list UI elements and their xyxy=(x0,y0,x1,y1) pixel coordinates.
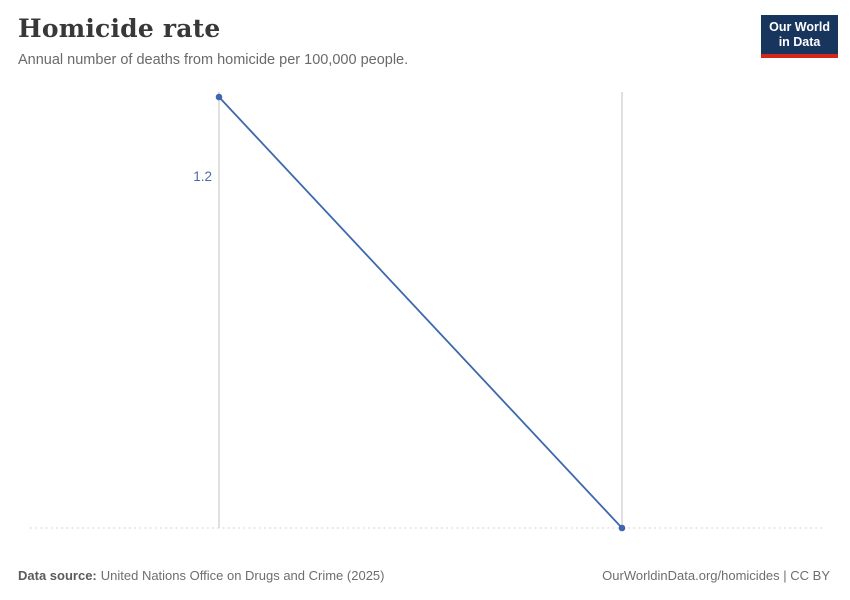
footer-data-source: Data source: United Nations Office on Dru… xyxy=(18,568,384,583)
page-subtitle: Annual number of deaths from homicide pe… xyxy=(18,52,409,68)
chart-plot-svg xyxy=(30,92,826,532)
series-start-value-label: 1.2 xyxy=(193,169,212,184)
data-source-prefix: Data source: xyxy=(18,568,97,583)
footer-credit-link[interactable]: OurWorldinData.org/homicides | CC BY xyxy=(602,568,830,583)
page-title: Homicide rate xyxy=(18,14,221,43)
data-source-text: United Nations Office on Drugs and Crime… xyxy=(100,568,385,583)
chart-plot-area: 0 2008 2019 1.2 Isle of Man0 xyxy=(0,80,850,560)
owid-logo-text-line2: in Data xyxy=(778,35,821,49)
owid-logo-text-line1: Our World xyxy=(769,20,830,34)
owid-logo[interactable]: Our World in Data xyxy=(761,15,838,58)
chart-footer: Data source: United Nations Office on Dru… xyxy=(18,568,830,583)
